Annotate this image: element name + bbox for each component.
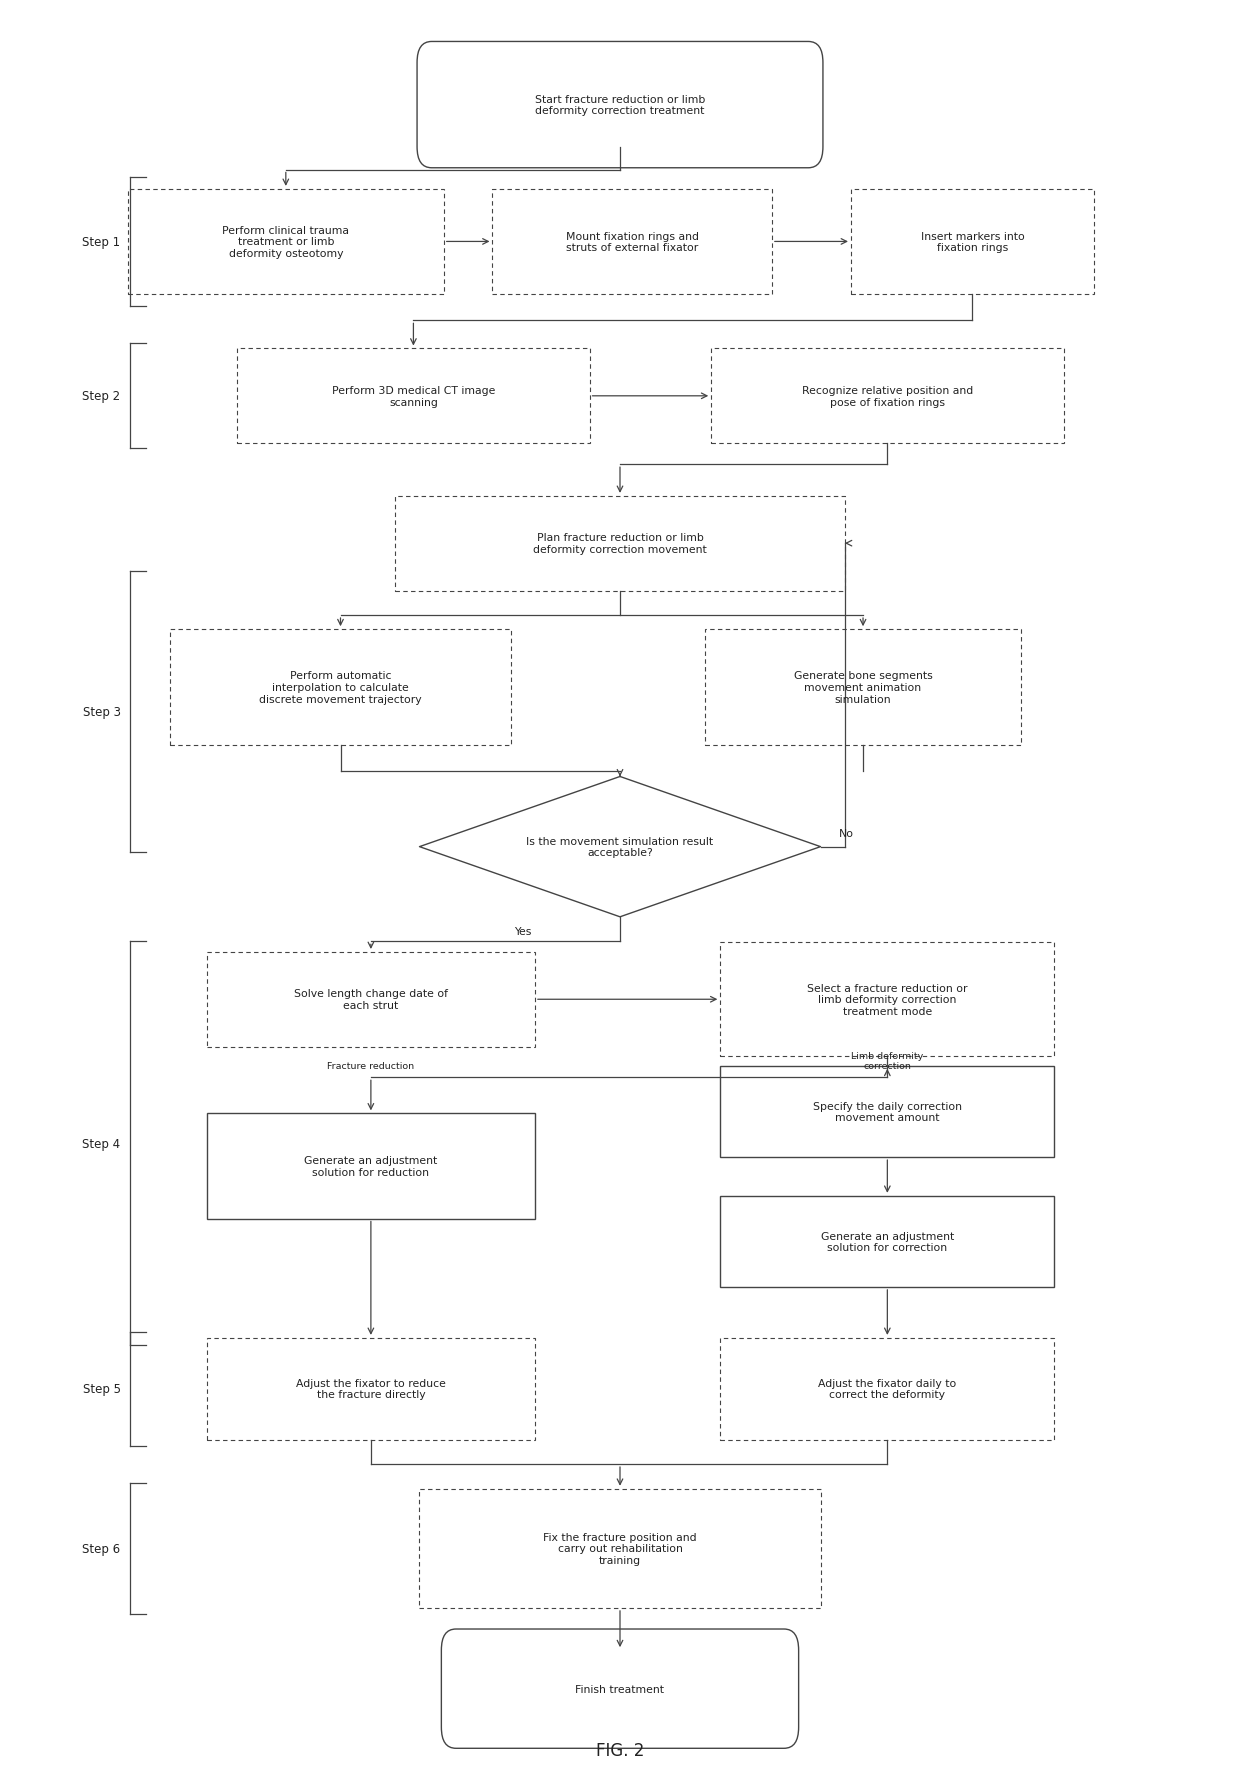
Bar [711, 349, 1064, 444]
Text: FIG. 2: FIG. 2 [595, 1741, 645, 1759]
Text: Perform automatic
interpolation to calculate
discrete movement trajectory: Perform automatic interpolation to calcu… [259, 671, 422, 705]
Bar [128, 190, 444, 295]
Text: Select a fracture reduction or
limb deformity correction
treatment mode: Select a fracture reduction or limb defo… [807, 984, 967, 1016]
Bar [851, 190, 1094, 295]
Bar [396, 497, 844, 590]
Text: Generate an adjustment
solution for reduction: Generate an adjustment solution for redu… [304, 1156, 438, 1177]
Text: Step 3: Step 3 [83, 705, 120, 719]
Bar [720, 1338, 1054, 1440]
Bar [720, 1197, 1054, 1288]
Bar [492, 190, 771, 295]
Text: Adjust the fixator daily to
correct the deformity: Adjust the fixator daily to correct the … [818, 1378, 956, 1399]
Bar [419, 1488, 821, 1608]
Text: Step 1: Step 1 [82, 236, 120, 249]
FancyBboxPatch shape [441, 1630, 799, 1748]
Bar [706, 630, 1021, 746]
Text: Yes: Yes [515, 927, 532, 936]
Text: Start fracture reduction or limb
deformity correction treatment: Start fracture reduction or limb deformi… [534, 95, 706, 116]
Text: Plan fracture reduction or limb
deformity correction movement: Plan fracture reduction or limb deformit… [533, 533, 707, 555]
Bar [207, 952, 534, 1047]
Text: Step 2: Step 2 [82, 390, 120, 403]
Text: Specify the daily correction
movement amount: Specify the daily correction movement am… [813, 1100, 962, 1123]
Text: Fracture reduction: Fracture reduction [327, 1061, 414, 1070]
Text: Step 6: Step 6 [82, 1542, 120, 1555]
Bar [207, 1338, 534, 1440]
Text: Generate bone segments
movement animation
simulation: Generate bone segments movement animatio… [794, 671, 932, 705]
Text: Fix the fracture position and
carry out rehabilitation
training: Fix the fracture position and carry out … [543, 1531, 697, 1565]
Bar [720, 943, 1054, 1057]
Text: Adjust the fixator to reduce
the fracture directly: Adjust the fixator to reduce the fractur… [296, 1378, 446, 1399]
Bar [170, 630, 511, 746]
Text: Limb deformity
correction: Limb deformity correction [851, 1052, 924, 1070]
Text: Solve length change date of
each strut: Solve length change date of each strut [294, 989, 448, 1011]
Text: Insert markers into
fixation rings: Insert markers into fixation rings [920, 231, 1024, 252]
Text: No: No [838, 828, 853, 837]
Bar [237, 349, 589, 444]
FancyBboxPatch shape [417, 43, 823, 168]
Bar [207, 1113, 534, 1218]
Text: Mount fixation rings and
struts of external fixator: Mount fixation rings and struts of exter… [565, 231, 698, 252]
Text: Generate an adjustment
solution for correction: Generate an adjustment solution for corr… [821, 1231, 954, 1252]
Bar [720, 1066, 1054, 1157]
Text: Is the movement simulation result
acceptable?: Is the movement simulation result accept… [527, 837, 713, 859]
Text: Finish treatment: Finish treatment [575, 1683, 665, 1694]
Text: Perform 3D medical CT image
scanning: Perform 3D medical CT image scanning [332, 386, 495, 408]
Text: Recognize relative position and
pose of fixation rings: Recognize relative position and pose of … [802, 386, 973, 408]
Text: Step 5: Step 5 [83, 1383, 120, 1395]
Text: Step 4: Step 4 [82, 1138, 120, 1150]
Text: Perform clinical trauma
treatment or limb
deformity osteotomy: Perform clinical trauma treatment or lim… [222, 225, 350, 259]
